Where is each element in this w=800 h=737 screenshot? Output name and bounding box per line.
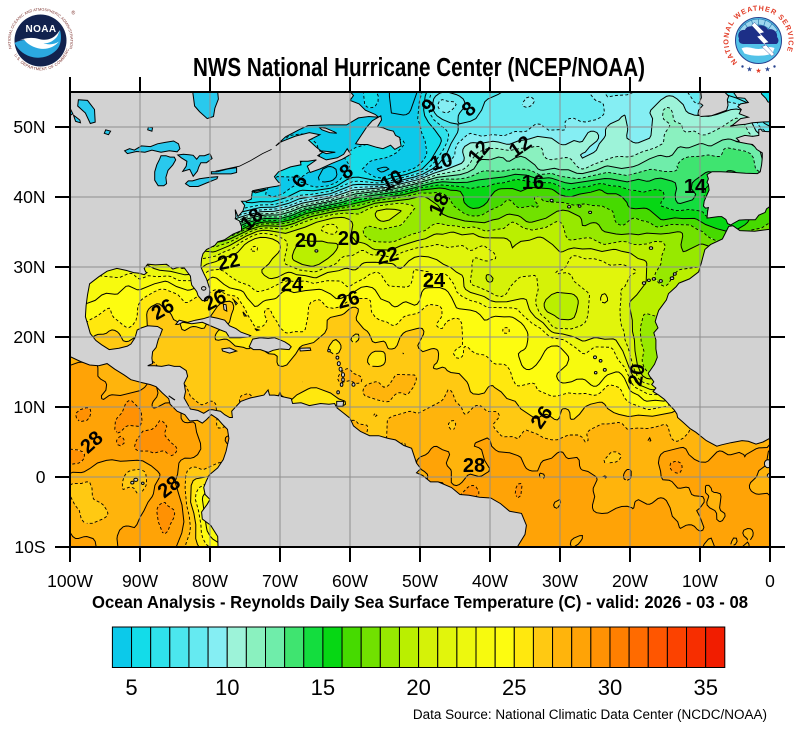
svg-text:22: 22 — [374, 243, 401, 270]
svg-text:5: 5 — [125, 675, 137, 700]
svg-text:100W: 100W — [47, 571, 93, 591]
svg-text:0: 0 — [36, 467, 46, 487]
svg-text:30: 30 — [598, 675, 622, 700]
svg-text:Data Source: National Climatic: Data Source: National Climatic Data Cent… — [413, 707, 767, 722]
svg-text:★: ★ — [746, 66, 752, 74]
svg-text:10: 10 — [215, 675, 239, 700]
svg-text:22: 22 — [216, 249, 242, 275]
svg-text:25: 25 — [502, 675, 526, 700]
svg-text:40W: 40W — [472, 571, 508, 591]
svg-text:28: 28 — [463, 455, 485, 477]
svg-text:30W: 30W — [542, 571, 578, 591]
svg-text:10S: 10S — [14, 537, 45, 557]
svg-text:35: 35 — [693, 675, 717, 700]
svg-text:16: 16 — [522, 172, 544, 194]
svg-text:0: 0 — [765, 571, 775, 591]
svg-text:20: 20 — [338, 228, 360, 250]
svg-text:10W: 10W — [682, 571, 718, 591]
svg-text:15: 15 — [311, 675, 335, 700]
svg-text:10N: 10N — [13, 397, 45, 417]
svg-text:90W: 90W — [122, 571, 158, 591]
svg-text:50W: 50W — [402, 571, 438, 591]
svg-text:Ocean Analysis - Reynolds Dail: Ocean Analysis - Reynolds Daily Sea Surf… — [92, 592, 748, 612]
svg-text:20W: 20W — [612, 571, 648, 591]
svg-text:20: 20 — [624, 362, 650, 388]
svg-text:20N: 20N — [13, 327, 45, 347]
svg-text:NOAA: NOAA — [25, 24, 56, 35]
svg-text:60W: 60W — [332, 571, 368, 591]
svg-text:40N: 40N — [13, 187, 45, 207]
svg-text:30N: 30N — [13, 257, 45, 277]
svg-text:®: ® — [72, 10, 76, 17]
svg-text:★: ★ — [764, 66, 770, 74]
svg-text:50N: 50N — [13, 117, 45, 137]
svg-text:80W: 80W — [192, 571, 228, 591]
svg-text:70W: 70W — [262, 571, 298, 591]
svg-text:★: ★ — [755, 67, 761, 75]
svg-text:20: 20 — [295, 230, 317, 252]
svg-text:24: 24 — [281, 274, 304, 296]
svg-text:20: 20 — [406, 675, 430, 700]
svg-text:24: 24 — [423, 270, 446, 292]
svg-text:14: 14 — [684, 176, 707, 198]
